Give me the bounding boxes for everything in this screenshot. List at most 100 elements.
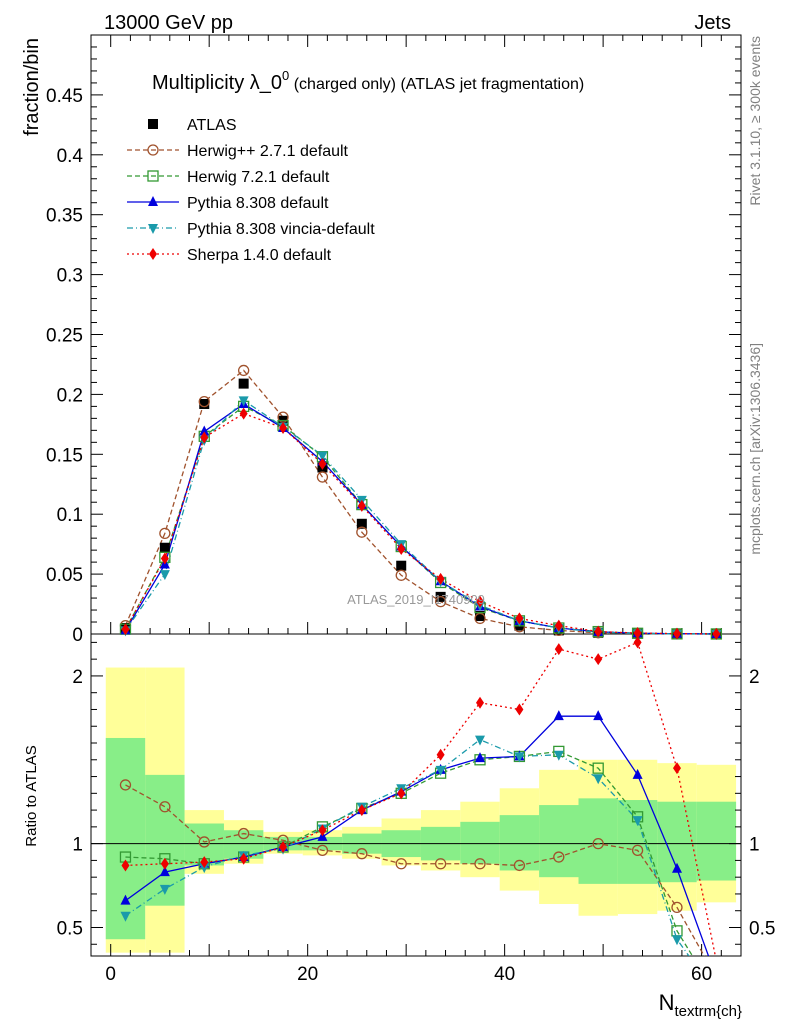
ratio-point-sherpa-1-4-0-default	[318, 824, 327, 837]
ratio-point-herwig-2-7-1-default	[198, 836, 210, 848]
ratio-ytick-label-right: 1	[749, 835, 760, 856]
legend-label-pythia-8-308-default: Pythia 8.308 default	[187, 195, 329, 212]
plot-title: Multiplicity λ_00 (charged only) (ATLAS …	[152, 68, 584, 94]
ratio-point-pythia-8-308-vincia-default	[120, 911, 131, 922]
legend-marker-atlas	[148, 119, 158, 129]
ratio-point-pythia-8-308-default	[553, 710, 564, 721]
ratio-point-sherpa-1-4-0-default	[633, 636, 642, 649]
ratio-point-sherpa-1-4-0-default	[279, 840, 288, 853]
main-point-sherpa-1-4-0-default	[633, 627, 642, 640]
ratio-point-sherpa-1-4-0-default	[397, 787, 406, 800]
ratio-point-herwig-2-7-1-default	[159, 801, 171, 813]
ratio-point-pythia-8-308-vincia-default	[514, 752, 525, 763]
ratio-point-pythia-8-308-vincia-default	[593, 774, 604, 785]
ratio-point-pythia-8-308-default	[671, 862, 682, 873]
ratio-point-pythia-8-308-default	[159, 866, 170, 877]
ratio-ytick-label-left: 0.5	[57, 918, 83, 939]
main-line-sherpa-1-4-0-default	[124, 412, 717, 635]
x-axis-label: Ntextrm{ch}	[659, 990, 742, 1020]
ratio-point-pythia-8-308-vincia-default	[199, 863, 210, 874]
main-ytick-label: 0.4	[57, 146, 84, 167]
main-point-atlas	[356, 518, 367, 529]
main-ytick-label: 0.05	[46, 565, 83, 586]
green-band-segment	[578, 798, 618, 884]
watermark: ATLAS_2019_I1740909	[347, 592, 485, 607]
ratio-point-herwig-2-7-1-default	[513, 859, 526, 872]
ratio-line-sherpa-1-4-0-default	[125, 641, 717, 956]
legend-label-herwig-7-2-1-default: Herwig 7.2.1 default	[187, 169, 330, 186]
ratio-point-pythia-8-308-default	[120, 894, 131, 905]
ratio-point-sherpa-1-4-0-default	[515, 703, 524, 716]
ratio-ytick-label-right: 0.5	[749, 918, 775, 939]
main-point-herwig-2-7-1-default	[434, 596, 447, 608]
ratio-point-pythia-8-308-vincia-default	[159, 884, 170, 895]
ratio-point-sherpa-1-4-0-default	[239, 852, 248, 865]
main-point-pythia-8-308-vincia-default	[238, 396, 249, 407]
main-point-herwig-2-7-1-default	[159, 527, 171, 540]
legend-label-atlas: ATLAS	[187, 117, 237, 134]
legend-label-herwig-2-7-1-default: Herwig++ 2.7.1 default	[187, 143, 349, 160]
legend-marker-pythia-8-308-vincia-default	[148, 224, 158, 234]
green-band-segment	[539, 805, 579, 878]
legend-marker-herwig-2-7-1-default	[147, 144, 159, 156]
main-point-sherpa-1-4-0-default	[318, 457, 327, 470]
ratio-point-herwig-2-7-1-default	[434, 858, 447, 870]
ratio-point-pythia-8-308-vincia-default	[435, 765, 446, 776]
ratio-line-pythia-8-308-vincia-default	[125, 738, 690, 956]
green-band-segment	[696, 801, 737, 881]
legend-marker-sherpa-1-4-0-default	[149, 248, 157, 260]
main-point-sherpa-1-4-0-default	[436, 572, 445, 585]
legend: ATLAS Herwig++ 2.7.1 default Herwig 7.2.1 …	[127, 117, 375, 264]
header-right: Jets	[694, 12, 731, 34]
main-point-atlas	[159, 542, 170, 553]
series-lines	[124, 369, 717, 956]
ratio-marker-group	[119, 636, 683, 946]
xtick-label: 40	[494, 964, 515, 985]
x-axis-label-main: N	[659, 990, 675, 1015]
main-ytick-label: 0.45	[46, 86, 83, 107]
header-left: 13000 GeV pp	[104, 12, 233, 34]
ratio-point-herwig-2-7-1-default	[395, 858, 407, 870]
main-ytick-label: 0.2	[57, 385, 83, 406]
ratio-point-pythia-8-308-vincia-default	[632, 816, 643, 827]
main-point-sherpa-1-4-0-default	[672, 627, 681, 640]
ratio-point-sherpa-1-4-0-default	[476, 696, 485, 709]
legend-marker-herwig-7-2-1-default	[147, 170, 159, 182]
main-point-herwig-2-7-1-default	[395, 569, 407, 581]
ratio-point-herwig-2-7-1-default	[553, 851, 565, 863]
legend-marker-pythia-8-308-default	[148, 196, 158, 206]
rivet-side-label: Rivet 3.1.10, ≥ 300k events	[747, 36, 763, 206]
ratio-point-herwig-2-7-1-default	[238, 827, 250, 840]
main-point-sherpa-1-4-0-default	[279, 421, 288, 434]
ratio-point-pythia-8-308-vincia-default	[553, 750, 564, 761]
main-ylabel: fraction/bin	[21, 38, 43, 136]
green-band-segment	[145, 774, 185, 906]
main-point-pythia-8-308-default	[199, 425, 210, 436]
plot-title-superscript: 0	[282, 68, 289, 83]
ratio-line-pythia-8-308-default	[125, 715, 710, 956]
main-point-sherpa-1-4-0-default	[200, 431, 209, 444]
green-band-segment	[499, 815, 540, 871]
ratio-point-pythia-8-308-vincia-default	[475, 735, 486, 746]
main-point-atlas	[475, 611, 486, 622]
main-point-pythia-8-308-vincia-default	[159, 570, 170, 581]
ratio-ylabel: Ratio to ATLAS	[23, 745, 40, 846]
main-point-atlas	[396, 560, 407, 571]
main-point-sherpa-1-4-0-default	[121, 623, 130, 636]
main-ytick-label: 0.25	[46, 326, 83, 347]
axis-ticks: 0 0.05 0.1 0.15 0.2 0.25 0.3 0.35 0.4 0.45 0.5 0.5 1…	[46, 34, 775, 985]
ratio-uncertainty-bands	[105, 667, 737, 953]
main-point-pythia-8-308-vincia-default	[317, 451, 328, 462]
ratio-point-pythia-8-308-default	[593, 710, 604, 721]
ratio-point-herwig-2-7-1-default	[474, 858, 486, 870]
mcplots-side-label: mcplots.cern.ch [arXiv:1306.3436]	[747, 343, 763, 555]
main-ytick-label: 0	[72, 625, 83, 646]
ratio-point-herwig-2-7-1-default	[316, 844, 329, 856]
ratio-plot-frame	[90, 633, 742, 957]
ratio-ytick-label-left: 2	[72, 667, 83, 688]
main-point-herwig-2-7-1-default	[356, 526, 368, 538]
plot-title-prefix: Multiplicity λ_0	[152, 72, 282, 94]
legend-label-sherpa-1-4-0-default: Sherpa 1.4.0 default	[187, 247, 332, 264]
main-point-sherpa-1-4-0-default	[476, 595, 485, 608]
